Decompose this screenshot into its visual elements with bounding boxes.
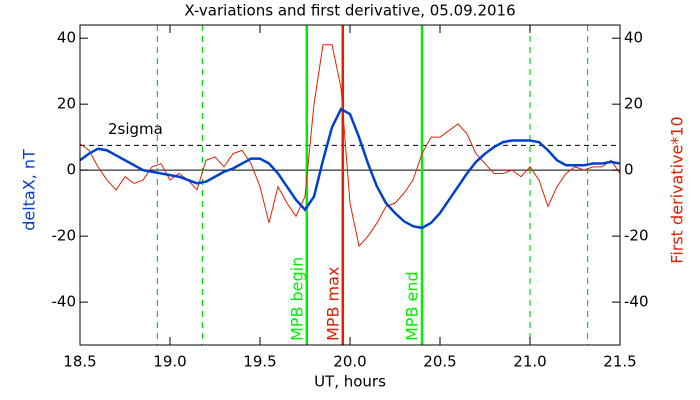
x-tick-label: 19.0 — [153, 353, 186, 371]
y-tick-label: 40 — [57, 29, 76, 47]
event-label: MPB end — [403, 271, 422, 341]
y2-tick-label: 40 — [624, 29, 643, 47]
y-tick-label: -20 — [52, 227, 77, 245]
event-label: MPB begin — [287, 257, 306, 341]
x-tick-label: 20.5 — [423, 353, 456, 371]
data-line — [79, 44, 621, 248]
y2-tick-label: 0 — [624, 161, 634, 179]
y-tick-label: 20 — [57, 95, 76, 113]
y2-tick-label: -20 — [624, 227, 649, 245]
y2-tick-label: -40 — [624, 293, 649, 311]
event-label: MPB max — [323, 267, 342, 341]
plot-frame — [79, 24, 621, 346]
y2-tick-label: 20 — [624, 95, 643, 113]
data-line — [79, 107, 621, 230]
y-tick-label: 0 — [66, 161, 76, 179]
x-tick-label: 21.0 — [513, 353, 546, 371]
x-axis-label: UT, hours — [314, 373, 386, 391]
chart-title: X-variations and first derivative, 05.09… — [184, 2, 515, 20]
x-tick-label: 21.5 — [603, 353, 636, 371]
y2-axis-label: First derivative*10 — [668, 116, 687, 263]
x-tick-label: 19.5 — [243, 353, 276, 371]
y-axis-label: deltaX, nT — [20, 149, 39, 231]
reference-label: 2sigma — [108, 120, 163, 138]
y-tick-label: -40 — [52, 293, 77, 311]
x-tick-label: 18.5 — [63, 353, 96, 371]
x-tick-label: 20.0 — [333, 353, 366, 371]
